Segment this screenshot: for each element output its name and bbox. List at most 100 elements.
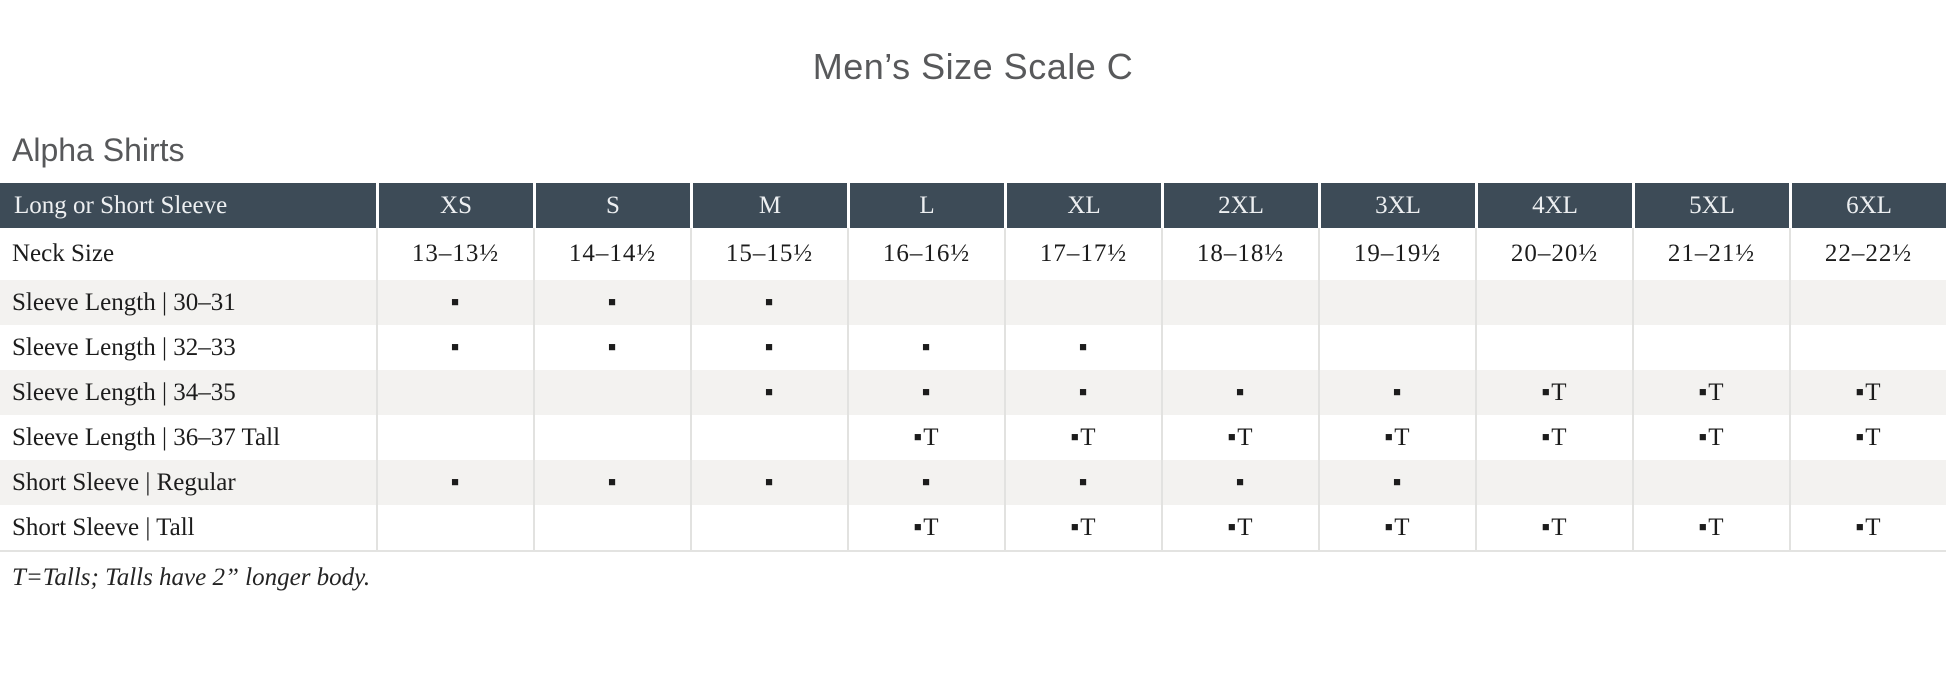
empty-cell — [1789, 325, 1946, 370]
empty-cell — [1475, 280, 1632, 325]
empty-cell — [690, 505, 847, 550]
marker-dot-tall: ▪T — [1318, 415, 1475, 460]
marker-dot: ▪ — [376, 325, 533, 370]
marker-dot: ▪ — [1004, 370, 1161, 415]
empty-cell — [1632, 280, 1789, 325]
marker-dot: ▪ — [690, 325, 847, 370]
row-label: Sleeve Length | 30–31 — [0, 280, 376, 325]
marker-dot: ▪ — [376, 280, 533, 325]
marker-dot: ▪ — [690, 280, 847, 325]
empty-cell — [1161, 280, 1318, 325]
header-size-s: S — [533, 183, 690, 228]
marker-dot-tall: ▪T — [1318, 505, 1475, 550]
header-size-6xl: 6XL — [1789, 183, 1946, 228]
row-label: Sleeve Length | 34–35 — [0, 370, 376, 415]
neck-size-value: 21–21½ — [1632, 228, 1789, 280]
neck-size-value: 13–13½ — [376, 228, 533, 280]
neck-size-value: 19–19½ — [1318, 228, 1475, 280]
marker-dot: ▪ — [1004, 325, 1161, 370]
header-size-xs: XS — [376, 183, 533, 228]
table-row: Sleeve Length | 36–37 Tall ▪T ▪T ▪T ▪T ▪T ▪T ▪T — [0, 415, 1946, 460]
empty-cell — [1161, 325, 1318, 370]
header-size-3xl: 3XL — [1318, 183, 1475, 228]
header-size-l: L — [847, 183, 1004, 228]
marker-dot: ▪ — [533, 460, 690, 505]
footnote: T=Talls; Talls have 2” longer body. — [12, 564, 371, 591]
marker-dot-tall: ▪T — [1632, 415, 1789, 460]
marker-dot-tall: ▪T — [1632, 505, 1789, 550]
empty-cell — [533, 370, 690, 415]
empty-cell — [1632, 460, 1789, 505]
marker-dot: ▪ — [1318, 370, 1475, 415]
neck-size-value: 17–17½ — [1004, 228, 1161, 280]
marker-dot: ▪ — [847, 325, 1004, 370]
marker-dot-tall: ▪T — [1004, 505, 1161, 550]
marker-dot-tall: ▪T — [1475, 415, 1632, 460]
empty-cell — [1475, 460, 1632, 505]
marker-dot-tall: ▪T — [1475, 505, 1632, 550]
marker-dot: ▪ — [690, 370, 847, 415]
marker-dot: ▪ — [1318, 460, 1475, 505]
neck-size-value: 16–16½ — [847, 228, 1004, 280]
table-row: Sleeve Length | 30–31 ▪ ▪ ▪ — [0, 280, 1946, 325]
size-chart-table: Long or Short Sleeve XS S M L XL 2XL 3XL 4XL 5XL… — [0, 183, 1946, 552]
header-size-5xl: 5XL — [1632, 183, 1789, 228]
empty-cell — [690, 415, 847, 460]
row-label: Neck Size — [0, 228, 376, 280]
neck-size-value: 18–18½ — [1161, 228, 1318, 280]
empty-cell — [847, 280, 1004, 325]
empty-cell — [376, 415, 533, 460]
row-label: Short Sleeve | Regular — [0, 460, 376, 505]
empty-cell — [1004, 280, 1161, 325]
marker-dot-tall: ▪T — [1789, 370, 1946, 415]
marker-dot-tall: ▪T — [1789, 505, 1946, 550]
empty-cell — [376, 505, 533, 550]
header-size-2xl: 2XL — [1161, 183, 1318, 228]
header-label: Long or Short Sleeve — [0, 183, 376, 228]
marker-dot: ▪ — [1161, 370, 1318, 415]
header-size-xl: XL — [1004, 183, 1161, 228]
marker-dot: ▪ — [847, 460, 1004, 505]
marker-dot: ▪ — [1004, 460, 1161, 505]
marker-dot: ▪ — [1161, 460, 1318, 505]
neck-size-value: 15–15½ — [690, 228, 847, 280]
marker-dot-tall: ▪T — [1789, 415, 1946, 460]
table-header: Long or Short Sleeve XS S M L XL 2XL 3XL 4XL 5XL… — [0, 183, 1946, 228]
header-size-4xl: 4XL — [1475, 183, 1632, 228]
marker-dot: ▪ — [847, 370, 1004, 415]
header-row: Long or Short Sleeve XS S M L XL 2XL 3XL 4XL 5XL… — [0, 183, 1946, 228]
neck-size-value: 20–20½ — [1475, 228, 1632, 280]
empty-cell — [533, 415, 690, 460]
marker-dot: ▪ — [533, 325, 690, 370]
marker-dot-tall: ▪T — [1475, 370, 1632, 415]
neck-size-value: 22–22½ — [1789, 228, 1946, 280]
neck-size-value: 14–14½ — [533, 228, 690, 280]
row-label: Sleeve Length | 32–33 — [0, 325, 376, 370]
marker-dot: ▪ — [690, 460, 847, 505]
table-row: Short Sleeve | Tall ▪T ▪T ▪T ▪T ▪T ▪T ▪T — [0, 505, 1946, 550]
marker-dot-tall: ▪T — [847, 505, 1004, 550]
empty-cell — [1789, 460, 1946, 505]
row-label: Short Sleeve | Tall — [0, 505, 376, 550]
empty-cell — [376, 370, 533, 415]
table-row: Sleeve Length | 34–35 ▪ ▪ ▪ ▪ ▪ ▪T ▪T ▪T — [0, 370, 1946, 415]
marker-dot-tall: ▪T — [847, 415, 1004, 460]
empty-cell — [1475, 325, 1632, 370]
empty-cell — [1318, 325, 1475, 370]
section-heading: Alpha Shirts — [12, 132, 185, 168]
marker-dot: ▪ — [376, 460, 533, 505]
marker-dot-tall: ▪T — [1004, 415, 1161, 460]
table-row: Short Sleeve | Regular ▪ ▪ ▪ ▪ ▪ ▪ ▪ — [0, 460, 1946, 505]
empty-cell — [1318, 280, 1475, 325]
size-table-body: Neck Size 13–13½ 14–14½ 15–15½ 16–16½ 17–17½ 1… — [0, 228, 1946, 550]
empty-cell — [1789, 280, 1946, 325]
header-size-m: M — [690, 183, 847, 228]
marker-dot-tall: ▪T — [1161, 505, 1318, 550]
page-title: Men’s Size Scale C — [812, 46, 1134, 87]
table-row: Neck Size 13–13½ 14–14½ 15–15½ 16–16½ 17–17½ 1… — [0, 228, 1946, 280]
empty-cell — [533, 505, 690, 550]
marker-dot-tall: ▪T — [1632, 370, 1789, 415]
table-row: Sleeve Length | 32–33 ▪ ▪ ▪ ▪ ▪ — [0, 325, 1946, 370]
marker-dot-tall: ▪T — [1161, 415, 1318, 460]
empty-cell — [1632, 325, 1789, 370]
